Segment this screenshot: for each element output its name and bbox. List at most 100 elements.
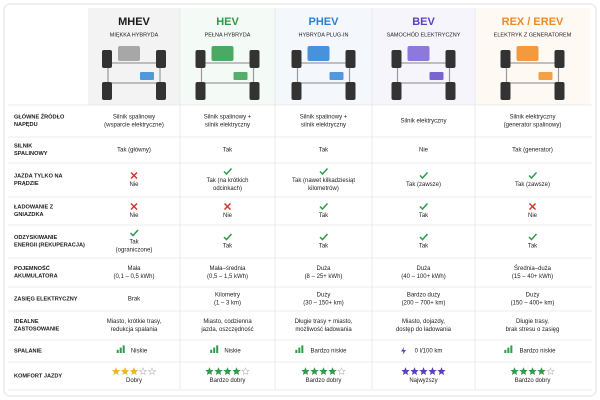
star xyxy=(138,367,148,376)
star xyxy=(129,367,139,376)
wheel xyxy=(345,50,356,68)
star xyxy=(147,367,157,376)
check-icon xyxy=(419,202,429,211)
cross-icon xyxy=(130,171,138,180)
wheel xyxy=(500,82,511,100)
column-subtitle: MIĘKKA HYBRYDA xyxy=(110,32,159,38)
chassis xyxy=(396,62,451,84)
wheel xyxy=(391,50,402,68)
cell-text: Bardzo niskie xyxy=(519,349,556,355)
level-bar xyxy=(295,349,298,353)
star xyxy=(205,367,214,376)
star xyxy=(301,367,310,376)
engine xyxy=(211,46,234,61)
check-icon xyxy=(129,229,139,237)
row-label: ODZYSKIWANIE xyxy=(14,235,57,241)
row-label: SPALINOWY xyxy=(14,151,48,157)
wheel xyxy=(156,50,166,68)
cell-text: Średnia–duża xyxy=(514,264,552,272)
wheel xyxy=(554,82,565,100)
cell-text: silnik elektryczny xyxy=(301,123,346,129)
cell-text: Silnik elektryczny xyxy=(509,115,555,121)
cell-text: Tak xyxy=(528,244,538,250)
star xyxy=(510,367,519,376)
row-label: JAZDA TYLKO NA xyxy=(14,174,63,180)
level-bar xyxy=(510,345,513,353)
cell-text: Tak xyxy=(223,244,233,250)
star xyxy=(120,367,130,376)
cell-text: Duża xyxy=(316,266,331,272)
cell-text: Tak (na krótkich xyxy=(206,178,248,184)
battery xyxy=(329,72,344,80)
cell-text: Tak xyxy=(319,213,329,219)
cell-text: Silnik spalinowy xyxy=(113,115,155,121)
chassis xyxy=(296,62,351,84)
check-icon xyxy=(223,167,233,176)
wheel xyxy=(249,50,260,68)
check-icon xyxy=(419,171,429,180)
cell-text: Tak xyxy=(129,240,139,246)
row-label: KOMFORT JAZDY xyxy=(14,373,62,379)
cell-text: (30 – 150+ km) xyxy=(303,301,344,307)
star xyxy=(410,367,419,376)
cell-text: kilometrów) xyxy=(308,186,339,192)
cell-text: Silnik spalinowy + xyxy=(204,115,252,121)
cell-text: brak stresu o zasięg xyxy=(506,327,560,333)
level-bar xyxy=(504,349,507,353)
cell-text: (0,1 – 0,5 kWh) xyxy=(113,274,154,280)
cell-text: dostęp do ładowania xyxy=(396,327,452,333)
cell-text: Tak (główny) xyxy=(117,148,151,154)
cell-text: Duży xyxy=(317,293,331,299)
cell-text: Tak xyxy=(419,244,429,250)
cell-text: Silnik spalinowy + xyxy=(300,115,348,121)
cell-text: Miasto, dojazdy, xyxy=(402,319,445,325)
check-icon xyxy=(319,202,329,211)
cell-text: Dobry xyxy=(126,378,142,384)
column-subtitle: ELEKTRYK Z GENERATOREM xyxy=(494,32,572,38)
row-label: ZASTOSOWANIE xyxy=(14,327,60,333)
star xyxy=(546,367,555,376)
column-subtitle: PEŁNA HYBRYDA xyxy=(205,32,251,38)
wheel xyxy=(102,50,112,68)
row-label: SILNIK xyxy=(14,144,32,150)
cell-text: (wsparcie elektryczne) xyxy=(104,123,164,129)
cell-text: (40 – 100+ kWh) xyxy=(401,274,446,280)
chassis xyxy=(505,62,560,84)
cross-icon xyxy=(528,202,537,211)
wheel xyxy=(554,50,565,68)
level-bar xyxy=(507,347,510,353)
row-label: ENERGII (REKUPERACJA) xyxy=(14,243,85,249)
cell-text: 0 l/100 km xyxy=(415,349,443,355)
chassis xyxy=(107,62,161,84)
cell-text: Tak (zawsze) xyxy=(515,182,550,188)
cell-text: jazda, oszczędność xyxy=(200,327,253,333)
check-icon xyxy=(319,233,329,241)
cell-text: Bardzo dobry xyxy=(515,378,551,384)
wheel xyxy=(195,50,206,68)
battery xyxy=(233,72,248,80)
wheel xyxy=(102,82,112,100)
wheel xyxy=(195,82,206,100)
column-title: PHEV xyxy=(309,16,340,28)
column-subtitle: HYBRYDA PLUG-IN xyxy=(298,32,348,38)
cell-text: Mała–średnia xyxy=(209,266,246,272)
row-label: SPALANIE xyxy=(14,348,42,354)
cell-text: Mała xyxy=(127,266,141,272)
wheel xyxy=(500,50,511,68)
cell-text: Nie xyxy=(419,148,429,154)
column-title: BEV xyxy=(412,16,435,28)
row-label: GŁÓWNE ŹRÓDŁO xyxy=(14,113,65,121)
cell-text: redukcja spalania xyxy=(111,327,158,333)
cell-text: silnik elektryczny xyxy=(205,123,250,129)
row-label: NAPĘDU xyxy=(14,122,38,128)
cell-text: Nie xyxy=(129,213,139,219)
engine xyxy=(516,46,539,61)
star xyxy=(214,367,223,376)
wheel xyxy=(445,50,456,68)
star xyxy=(437,367,446,376)
battery xyxy=(140,72,154,80)
star xyxy=(419,367,428,376)
star xyxy=(310,367,319,376)
row-label: PRĄDZIE xyxy=(14,181,39,187)
cell-text: (15 – 40+ kWh) xyxy=(512,274,553,280)
